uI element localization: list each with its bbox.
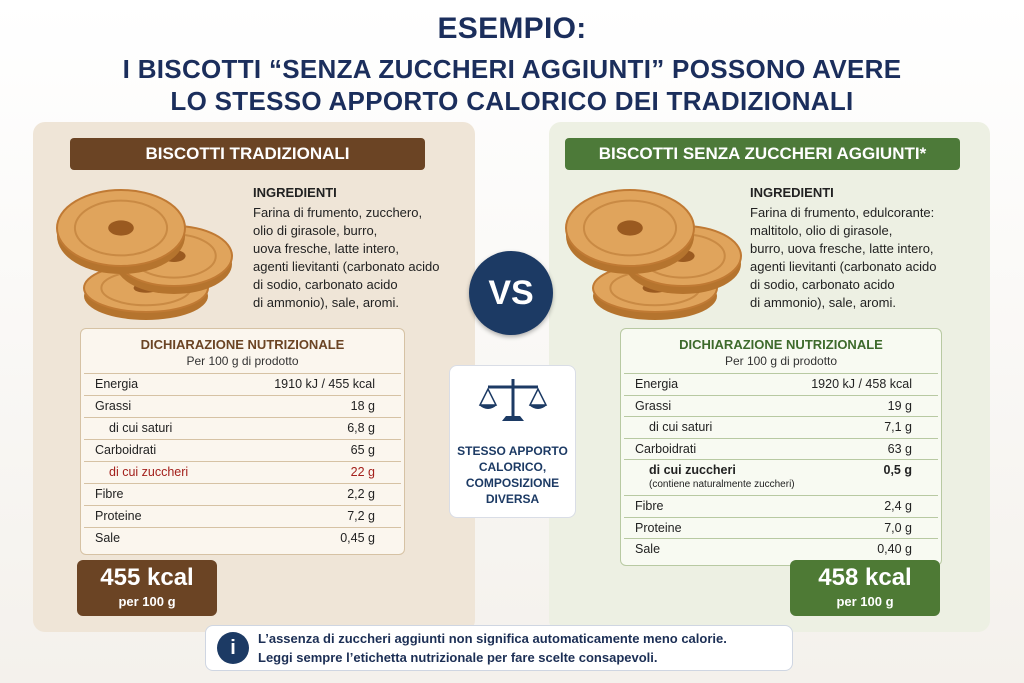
- ingredients-title: INGREDIENTI: [253, 185, 337, 200]
- nutrient-value: 2,2 g: [347, 487, 375, 501]
- energy-unit: per 100 g: [836, 594, 894, 609]
- nutrition-title: DICHIARAZIONE NUTRIZIONALE: [140, 337, 345, 352]
- nutrition-row: [624, 373, 938, 395]
- nutrient-label: Grassi: [95, 399, 132, 413]
- nutrition-row: [624, 416, 938, 438]
- comparison-line: STESSO APPORTO: [457, 444, 568, 458]
- cookie-illustration: [56, 189, 233, 320]
- ingredients-line: di sodio, carbonato acido: [253, 277, 398, 292]
- title-line: LO STESSO APPORTO CALORICO DEI TRADIZION…: [170, 86, 854, 116]
- ingredients-line: olio di girasole, burro,: [253, 223, 378, 238]
- ingredients-line: di ammonio), sale, aromi.: [750, 295, 896, 310]
- info-icon: i: [217, 632, 249, 664]
- nutrition-row: [84, 395, 401, 417]
- energy-box: [790, 560, 940, 616]
- ingredients-line: Farina di frumento, zucchero,: [253, 205, 423, 220]
- scale-icon: [478, 379, 548, 421]
- nutrition-row: [624, 394, 938, 417]
- nutrient-label: Proteine: [635, 520, 682, 535]
- comparison-line: CALORICO,: [478, 460, 547, 474]
- nutrient-label: Sale: [635, 542, 661, 556]
- nutrient-value: 18 g: [350, 399, 375, 413]
- nutrition-box: [80, 328, 405, 555]
- nutrition-subtitle: Per 100 g di prodotto: [724, 354, 838, 368]
- nutrient-label: Sale: [95, 531, 121, 545]
- nutrient-value: 7,2 g: [347, 509, 375, 523]
- nutrient-label: Proteine: [95, 509, 142, 523]
- vs-badge: VS: [469, 251, 553, 335]
- nutrient-value: 65 g: [350, 443, 375, 457]
- nutrition-row: [624, 459, 938, 495]
- nutrition-row: [84, 505, 401, 527]
- energy-total: 455 kcal: [100, 564, 194, 591]
- nutrient-value: 22 g: [350, 465, 375, 479]
- footer-line: Leggi sempre l’etichetta nutrizionale pe…: [258, 650, 658, 665]
- nutrient-label: di cui saturi: [109, 421, 173, 435]
- ingredients-line: uova fresche, latte intero,: [253, 241, 399, 256]
- nutrient-label: Energia: [95, 377, 139, 391]
- nutrition-row: [624, 437, 938, 460]
- nutrition-row: [84, 417, 401, 439]
- nutrient-label: Carboidrati: [635, 441, 697, 456]
- nutrient-value: 63 g: [887, 441, 912, 456]
- nutrition-box: [620, 328, 942, 566]
- nutrition-subtitle: Per 100 g di prodotto: [186, 354, 299, 368]
- nutrient-label: Carboidrati: [95, 443, 157, 457]
- nutrient-label: di cui zuccheri: [649, 463, 736, 477]
- ingredients-line: Farina di frumento, edulcorante:: [750, 205, 935, 220]
- nutrition-row: [84, 483, 401, 505]
- nutrition-row: [624, 538, 938, 560]
- title-line: ESEMPIO:: [437, 12, 587, 45]
- nutrient-value: 2,4 g: [884, 499, 912, 513]
- nutrition-row: [624, 516, 938, 539]
- ingredients-line: agenti lievitanti (carbonato acido: [253, 259, 440, 274]
- nutrition-row: [84, 373, 401, 395]
- ingredients-line: di ammonio), sale, aromi.: [253, 295, 399, 310]
- nutrition-row: [84, 439, 401, 461]
- energy-box: [77, 560, 217, 616]
- nutrient-label: di cui zuccheri: [109, 465, 189, 479]
- ingredients-line: burro, uova fresche, latte intero,: [750, 241, 934, 256]
- nutrient-value: 19 g: [887, 398, 912, 413]
- nutrition-title: DICHIARAZIONE NUTRIZIONALE: [679, 337, 883, 352]
- nutrient-value: 7,1 g: [884, 420, 912, 434]
- nutrient-value: 0,5 g: [883, 463, 913, 477]
- nutrient-label: di cui saturi: [649, 420, 713, 434]
- footer-box: [205, 625, 793, 671]
- nutrient-label: Energia: [635, 377, 679, 391]
- ingredients-line: di sodio, carbonato acido: [750, 277, 895, 292]
- comparison-line: DIVERSA: [485, 492, 540, 506]
- nutrition-row: [84, 527, 401, 549]
- ingredients-title: INGREDIENTI: [750, 185, 834, 200]
- nutrient-value: 1910 kJ / 455 kcal: [274, 377, 375, 391]
- nutrient-label: Fibre: [635, 499, 664, 513]
- comparison-line: COMPOSIZIONE: [465, 476, 560, 490]
- panel-title: BISCOTTI TRADIZIONALI: [70, 138, 425, 170]
- title-line: I BISCOTTI “SENZA ZUCCHERI AGGIUNTI” POS…: [122, 54, 902, 84]
- nutrient-value: 0,40 g: [877, 542, 912, 556]
- nutrient-note: (contiene naturalmente zuccheri): [649, 479, 795, 490]
- footer-line: L’assenza di zuccheri aggiunti non signi…: [258, 631, 727, 646]
- nutrition-row: [84, 461, 401, 483]
- energy-total: 458 kcal: [818, 564, 912, 591]
- nutrient-label: Fibre: [95, 487, 124, 501]
- ingredients-line: agenti lievitanti (carbonato acido: [750, 259, 937, 274]
- nutrient-value: 7,0 g: [884, 520, 912, 535]
- nutrient-value: 0,45 g: [340, 531, 375, 545]
- panel-title: BISCOTTI SENZA ZUCCHERI AGGIUNTI*: [565, 138, 960, 170]
- energy-unit: per 100 g: [118, 594, 176, 609]
- nutrient-value: 1920 kJ / 458 kcal: [811, 377, 912, 391]
- nutrient-value: 6,8 g: [347, 421, 375, 435]
- cookie-illustration: [565, 189, 742, 320]
- ingredients-line: maltitolo, olio di girasole,: [750, 223, 893, 238]
- nutrition-row: [624, 495, 938, 517]
- nutrient-label: Grassi: [635, 398, 672, 413]
